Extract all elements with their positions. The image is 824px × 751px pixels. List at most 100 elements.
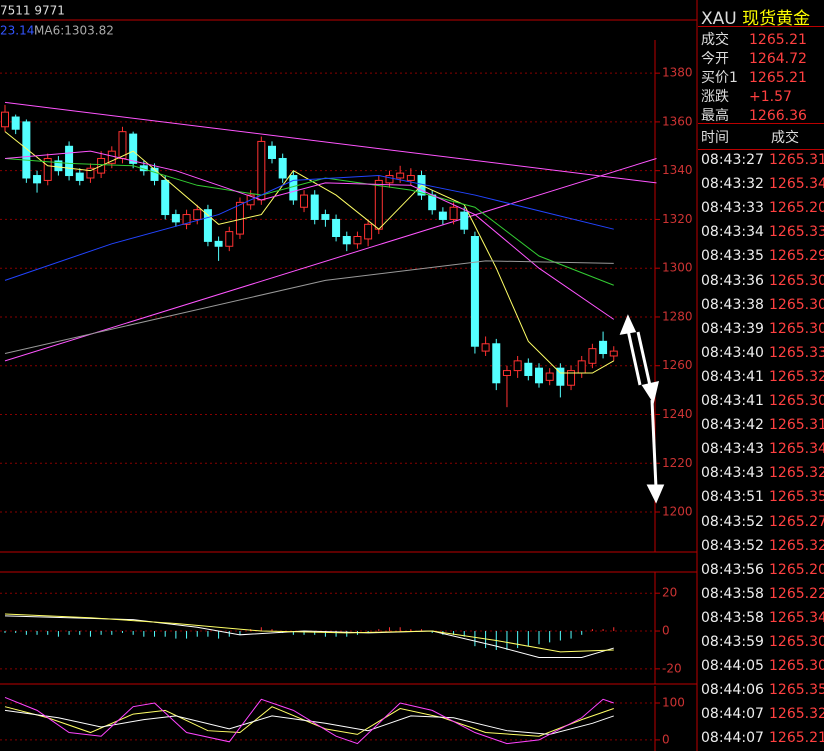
y-tick-label: 100: [662, 695, 685, 709]
candle-body: [193, 209, 202, 220]
trade-price: 1265.27: [769, 513, 824, 530]
quote-panel: XAU 现货黄金 成交 1265.21 今开 1264.72 买价1 1265.21 涨跌 +…: [698, 0, 824, 751]
trade-price: 1265.30: [769, 634, 824, 650]
trade-time: 08:43:52: [701, 513, 764, 530]
candle-body: [577, 360, 586, 374]
trade-row: 08:43:40 1265.33: [701, 345, 824, 361]
column-header: 时间: [701, 130, 729, 146]
y-tick-label: 1380: [662, 66, 693, 80]
trade-price: 1265.30: [769, 658, 824, 675]
candle-body: [65, 145, 74, 177]
y-tick-label: 1260: [662, 358, 693, 372]
candle-body: [43, 157, 52, 181]
trade-time: 08:43:52: [701, 537, 764, 554]
arrow-head: [619, 314, 637, 335]
trade-row: 08:44:05 1265.30: [701, 658, 824, 674]
trade-row: 08:43:27 1265.31: [701, 152, 824, 168]
trade-row: 08:43:43 1265.34: [701, 441, 824, 457]
candle-body: [278, 157, 287, 179]
quote-title: XAU 现货黄金: [701, 4, 810, 29]
trade-row: 08:43:36 1265.30: [701, 273, 824, 289]
trade-time: 08:43:41: [701, 393, 764, 409]
candle-body: [342, 236, 351, 245]
trade-row: 08:43:56 1265.20: [701, 562, 824, 578]
y-tick-label: 1240: [662, 407, 693, 421]
candle-body: [353, 236, 362, 245]
arrow: [626, 329, 642, 386]
candle-body: [588, 348, 597, 364]
candle-body: [545, 372, 554, 381]
trade-price: 1265.32: [769, 537, 824, 554]
trade-price: 1265.30: [769, 320, 824, 337]
trade-time: 08:43:27: [701, 152, 764, 168]
candle-body: [300, 194, 309, 208]
trade-row: 08:43:38 1265.30: [701, 297, 824, 313]
divider: [698, 149, 824, 150]
ma-label: MA6:1303.82: [34, 24, 114, 38]
quote-field: 买价1 1265.21: [701, 67, 807, 87]
trade-row: 08:44:07 1265.21: [701, 730, 824, 746]
trade-price: 1265.29: [769, 248, 824, 265]
candle-body: [214, 240, 223, 247]
table-header: 时间 成交: [701, 127, 799, 147]
candle-body: [481, 343, 490, 352]
trade-row: 08:43:41 1265.30: [701, 393, 824, 409]
arrow-head: [641, 380, 660, 404]
trade-price: 1265.35: [769, 682, 824, 699]
candle-body: [567, 370, 576, 386]
trade-price: 1265.31: [769, 152, 824, 168]
trade-time: 08:43:36: [701, 272, 764, 289]
indicator-line: [4, 613, 614, 653]
quote-field: 成交 1265.21: [701, 29, 807, 49]
candle-body: [289, 175, 298, 201]
candle-body: [182, 214, 191, 225]
trade-time: 08:43:56: [701, 561, 764, 578]
trade-price: 1265.32: [769, 706, 824, 723]
candle-body: [310, 194, 319, 220]
trade-row: 08:44:06 1265.35: [701, 682, 824, 698]
trade-price: 1265.20: [769, 200, 824, 217]
trade-time: 08:43:43: [701, 465, 764, 482]
trade-time: 08:43:33: [701, 200, 764, 217]
trade-time: 08:43:34: [701, 224, 764, 241]
quote-field: 今开 1264.72: [701, 48, 807, 68]
candle-body: [449, 206, 458, 220]
candle-body: [535, 367, 543, 384]
field-label: 今开: [701, 51, 729, 67]
trade-price: 1265.33: [769, 344, 824, 361]
field-value: 1265.21: [749, 32, 807, 48]
y-tick-label: 1320: [662, 212, 693, 226]
divider: [698, 26, 824, 27]
quote-field: 最高 1266.36: [701, 105, 807, 125]
candle-body: [86, 167, 95, 179]
candle-body: [54, 160, 63, 172]
quote-field: 涨跌 +1.57: [701, 86, 792, 106]
trade-time: 08:43:39: [701, 320, 764, 337]
arrow: [636, 331, 653, 391]
candle-body: [257, 140, 266, 201]
y-tick-label: 1220: [662, 456, 693, 470]
trade-row: 08:43:35 1265.29: [701, 248, 824, 264]
candle-body: [332, 218, 341, 238]
trade-time: 08:43:43: [701, 441, 764, 458]
trade-row: 08:43:52 1265.27: [701, 514, 824, 530]
trade-time: 08:43:58: [701, 609, 764, 626]
trade-row: 08:43:32 1265.34: [701, 176, 824, 192]
field-label: 买价1: [701, 70, 738, 86]
candle-body: [524, 362, 533, 376]
candle-body: [428, 194, 437, 211]
candle-body: [225, 231, 234, 247]
field-value: 1264.72: [749, 51, 807, 67]
trade-time: 08:43:42: [701, 417, 764, 434]
trade-price: 1265.31: [769, 417, 824, 434]
divider: [698, 123, 824, 124]
candle-body: [438, 211, 447, 220]
trade-time: 08:44:07: [701, 730, 764, 747]
column-header: 成交: [771, 130, 799, 146]
arrow-head: [646, 484, 665, 504]
candle-body: [268, 145, 276, 159]
candle-body: [599, 340, 608, 355]
candle-body: [321, 214, 330, 220]
field-value: +1.57: [749, 89, 792, 105]
